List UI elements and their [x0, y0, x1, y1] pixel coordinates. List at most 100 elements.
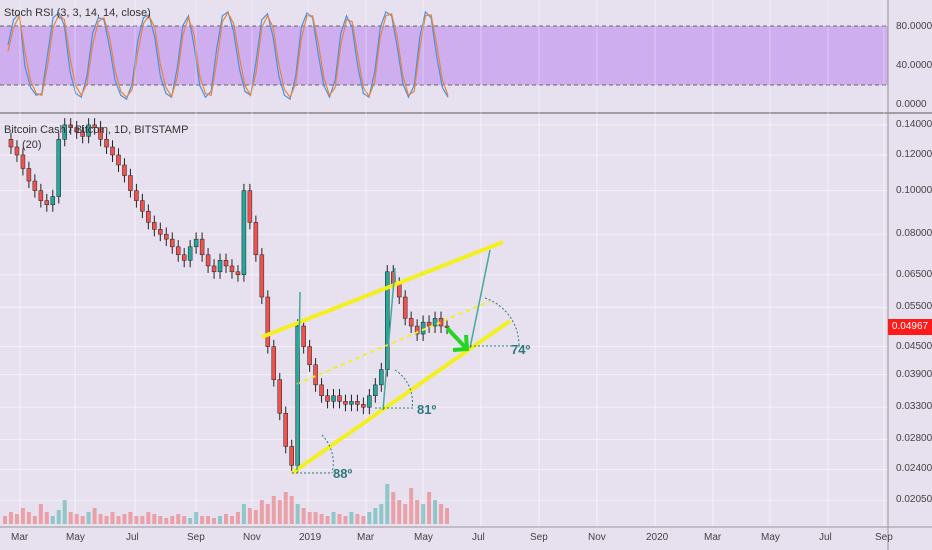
candle-body	[104, 139, 109, 148]
candle-body	[432, 318, 438, 327]
price-tick-label: 0.12000	[896, 148, 932, 160]
volume-bar	[212, 518, 217, 524]
volume-bar	[80, 516, 85, 524]
candle-body	[86, 124, 91, 137]
volume-bar	[277, 500, 282, 524]
volume-bar	[158, 516, 163, 524]
volume-bar	[433, 500, 438, 524]
volume-bar	[319, 514, 324, 524]
price-tick-label: 0.06500	[896, 268, 932, 280]
angle-label: 74º	[511, 342, 531, 357]
volume-bar	[74, 514, 79, 524]
symbol-label: Bitcoin Cash / Bitcoin, 1D, BITSTAMP	[4, 124, 189, 136]
time-tick-label: Mar	[704, 532, 722, 543]
volume-bar	[3, 516, 7, 524]
angle-label: 81º	[417, 402, 437, 417]
last-price-tag: 0.04967	[888, 319, 932, 335]
candle-body	[331, 395, 336, 402]
volume-bar	[188, 518, 193, 524]
candle-body	[414, 325, 420, 335]
price-tick-label: 0.08000	[896, 228, 932, 240]
volume-bar	[92, 508, 97, 524]
candle-body	[235, 271, 241, 276]
candle-body	[20, 154, 26, 169]
volume-bar	[379, 504, 384, 524]
time-tick-label: May	[66, 532, 85, 543]
volume-bar	[218, 516, 223, 524]
candle-body	[110, 146, 115, 156]
volume-bar	[134, 516, 139, 524]
candle-body	[205, 254, 211, 267]
ma-label: (20)	[22, 139, 42, 151]
volume-bar	[289, 496, 294, 524]
volume-bar	[44, 512, 49, 524]
volume-bar	[427, 492, 432, 524]
projection-line-2	[382, 267, 396, 411]
volume-bar	[182, 516, 187, 524]
candle-body	[402, 296, 408, 319]
volume-bar	[307, 512, 312, 524]
volume-bar	[68, 512, 73, 524]
price-tick-label: 0.04500	[896, 340, 932, 352]
candle-body	[385, 271, 390, 370]
volume-bar	[229, 516, 234, 524]
candle-body	[349, 401, 354, 405]
candle-body	[361, 404, 366, 408]
volume-bar	[200, 516, 205, 524]
candle-body	[164, 233, 169, 240]
price-tick-label: 0.05500	[896, 301, 932, 313]
volume-bar	[325, 516, 330, 524]
time-tick-label: May	[414, 532, 433, 543]
volume-bar	[122, 514, 127, 524]
stoch-rsi-pane[interactable]	[0, 10, 888, 101]
candle-body	[229, 265, 235, 273]
candle-body	[319, 384, 324, 396]
candle-body	[223, 260, 229, 267]
candle-body	[211, 265, 217, 273]
volume-bar	[146, 512, 151, 524]
volume-bar	[295, 504, 300, 524]
candle-body	[92, 124, 97, 128]
volume-bar	[116, 516, 121, 524]
lower-channel-line	[290, 319, 512, 475]
volume-bar	[415, 500, 420, 524]
candle-body	[38, 190, 44, 201]
volume-bar	[224, 514, 228, 524]
candle-body	[134, 190, 139, 201]
candle-body	[175, 246, 181, 256]
time-tick-label: Nov	[588, 532, 606, 543]
candle-body	[56, 139, 62, 197]
mid-channel-line	[296, 300, 491, 385]
volume-bar	[439, 504, 444, 524]
price-tick-label: 0.10000	[896, 184, 932, 196]
candle-body	[426, 321, 432, 327]
candle-body	[26, 168, 32, 182]
angle-arc-2	[375, 369, 415, 409]
upper-channel-line	[261, 240, 504, 339]
volume-bar	[253, 510, 258, 524]
candle-body	[337, 395, 342, 402]
candle-body	[253, 222, 259, 256]
price-tick-label: 0.02400	[896, 463, 932, 475]
candle-body	[241, 190, 247, 276]
candle-body	[313, 364, 318, 386]
main-grid	[0, 0, 888, 527]
angle-arc-3	[462, 297, 520, 347]
volume-bar	[403, 504, 408, 524]
volume-bar	[373, 508, 378, 524]
volume-bar	[337, 514, 342, 524]
time-tick-label: Mar	[11, 532, 29, 543]
candle-body	[277, 379, 283, 414]
candle-body	[283, 412, 288, 447]
volume-bar	[445, 508, 449, 524]
time-tick-label: May	[761, 532, 780, 543]
rsi-tick-label: 80.0000	[896, 21, 932, 33]
rsi-series-line	[7, 11, 449, 99]
volume-bar	[164, 518, 169, 524]
candlesticks	[8, 118, 450, 473]
candle-body	[247, 190, 253, 223]
volume-bar	[409, 488, 414, 524]
candle-body	[193, 238, 199, 248]
rsi-tick-label: 40.0000	[896, 60, 932, 72]
